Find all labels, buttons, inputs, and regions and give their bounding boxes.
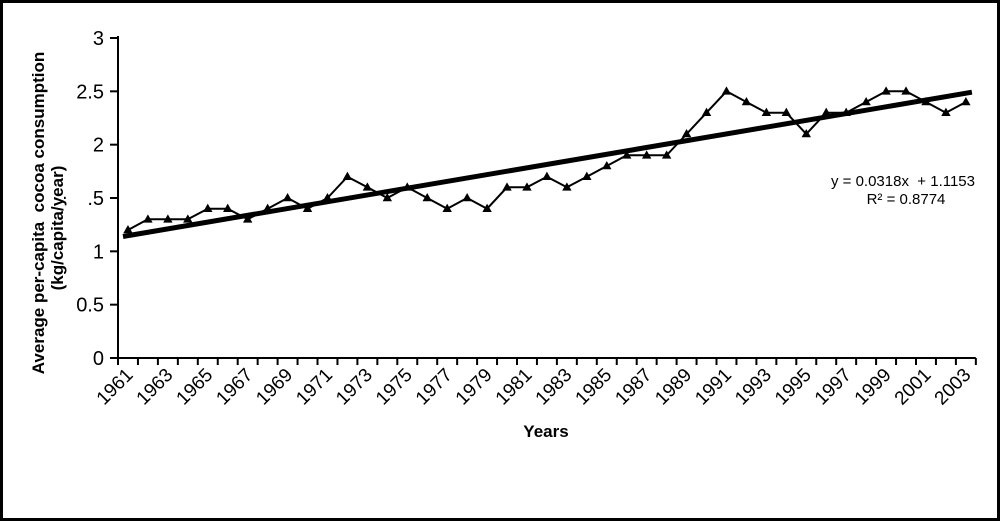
x-tick-label: 1975 bbox=[372, 365, 417, 410]
x-tick-label: 1989 bbox=[651, 365, 696, 410]
data-point-marker bbox=[761, 107, 772, 116]
data-point-marker bbox=[641, 150, 652, 159]
data-point-marker bbox=[442, 203, 452, 212]
data-point-marker bbox=[941, 107, 951, 116]
y-axis-title-line2-underlined: y bbox=[48, 196, 67, 206]
x-tick-label: 1985 bbox=[572, 365, 617, 410]
data-point-marker bbox=[282, 193, 293, 202]
x-tick-label: 1999 bbox=[851, 365, 896, 410]
data-point-marker bbox=[342, 171, 353, 180]
y-axis-title-line2-pre: (kg/capita/ bbox=[48, 206, 67, 290]
data-point-marker bbox=[661, 150, 672, 159]
x-tick-label: 1965 bbox=[173, 365, 218, 410]
data-point-marker bbox=[143, 214, 153, 223]
data-point-marker bbox=[203, 203, 213, 212]
y-tick-label: 3 bbox=[93, 28, 104, 50]
data-point-marker bbox=[721, 86, 732, 95]
data-point-marker bbox=[861, 97, 871, 106]
x-tick-label: 1983 bbox=[532, 365, 577, 410]
trendline bbox=[122, 89, 973, 239]
data-point-marker bbox=[582, 171, 592, 180]
x-tick-label: 1979 bbox=[452, 365, 497, 410]
data-point-marker bbox=[901, 86, 911, 95]
data-point-marker bbox=[382, 193, 393, 202]
x-tick-label: 1971 bbox=[292, 365, 337, 410]
cocoa-consumption-chart: 32.52.510.50 196119631965196719691971197… bbox=[29, 28, 977, 441]
y-axis-title-line2-post: ear) bbox=[48, 166, 67, 197]
data-point-marker bbox=[163, 214, 173, 223]
x-tick-label: 1961 bbox=[93, 365, 138, 410]
data-series bbox=[122, 86, 973, 239]
x-axis-title: Years bbox=[523, 422, 568, 441]
x-tick-label: 1969 bbox=[252, 365, 297, 410]
data-point-marker bbox=[821, 107, 831, 116]
y-tick-label: 2.5 bbox=[76, 81, 104, 103]
data-point-marker bbox=[801, 129, 811, 138]
x-tick-label: 1991 bbox=[691, 365, 736, 410]
y-axis: 32.52.510.50 bbox=[76, 28, 119, 370]
data-point-marker bbox=[502, 182, 512, 191]
data-point-marker bbox=[681, 129, 692, 138]
y-axis-title-line1: Average per-capita cocoa consumption bbox=[29, 52, 48, 374]
x-tick-label: 1981 bbox=[492, 365, 537, 410]
data-point-marker bbox=[183, 214, 193, 223]
x-tick-label: 1973 bbox=[332, 365, 377, 410]
x-tick-label: 1967 bbox=[212, 365, 257, 410]
y-tick-label: 2 bbox=[93, 135, 104, 157]
y-tick-label: .5 bbox=[87, 188, 104, 210]
data-point-marker bbox=[242, 214, 253, 223]
trendline-r-squared-label: R² = 0.8774 bbox=[867, 191, 946, 208]
x-tick-label: 2003 bbox=[931, 365, 976, 410]
x-tick-label: 1963 bbox=[133, 365, 178, 410]
data-point-marker bbox=[542, 171, 552, 180]
data-point-marker bbox=[701, 107, 712, 116]
x-tick-label: 2001 bbox=[891, 365, 936, 410]
data-point-marker bbox=[362, 182, 373, 191]
data-point-marker bbox=[482, 203, 492, 212]
data-point-marker bbox=[522, 182, 532, 191]
x-tick-label: 1997 bbox=[811, 365, 856, 410]
data-point-marker bbox=[622, 150, 632, 159]
data-point-marker bbox=[602, 161, 612, 170]
x-tick-label: 1987 bbox=[611, 365, 656, 410]
data-point-marker bbox=[462, 193, 472, 202]
data-point-marker bbox=[881, 86, 891, 95]
data-point-marker bbox=[961, 97, 971, 106]
y-tick-label: 0 bbox=[93, 348, 104, 370]
x-tick-label: 1995 bbox=[771, 365, 816, 410]
y-tick-label: 1 bbox=[93, 241, 104, 263]
data-point-marker bbox=[781, 107, 792, 116]
x-tick-label: 1977 bbox=[412, 365, 457, 410]
data-point-marker bbox=[223, 203, 233, 212]
x-tick-label: 1993 bbox=[731, 365, 776, 410]
data-point-marker bbox=[741, 97, 752, 106]
trendline-equation-label: y = 0.0318x + 1.1153 bbox=[831, 173, 975, 190]
data-point-marker bbox=[562, 182, 572, 191]
data-point-marker bbox=[422, 193, 432, 202]
y-axis-title-line2: (kg/capita/year) bbox=[48, 166, 67, 291]
y-tick-label: 0.5 bbox=[76, 295, 104, 317]
data-point-marker bbox=[302, 203, 313, 212]
x-axis: 1961196319651967196919711973197519771979… bbox=[93, 357, 977, 410]
data-point-marker bbox=[123, 225, 133, 234]
